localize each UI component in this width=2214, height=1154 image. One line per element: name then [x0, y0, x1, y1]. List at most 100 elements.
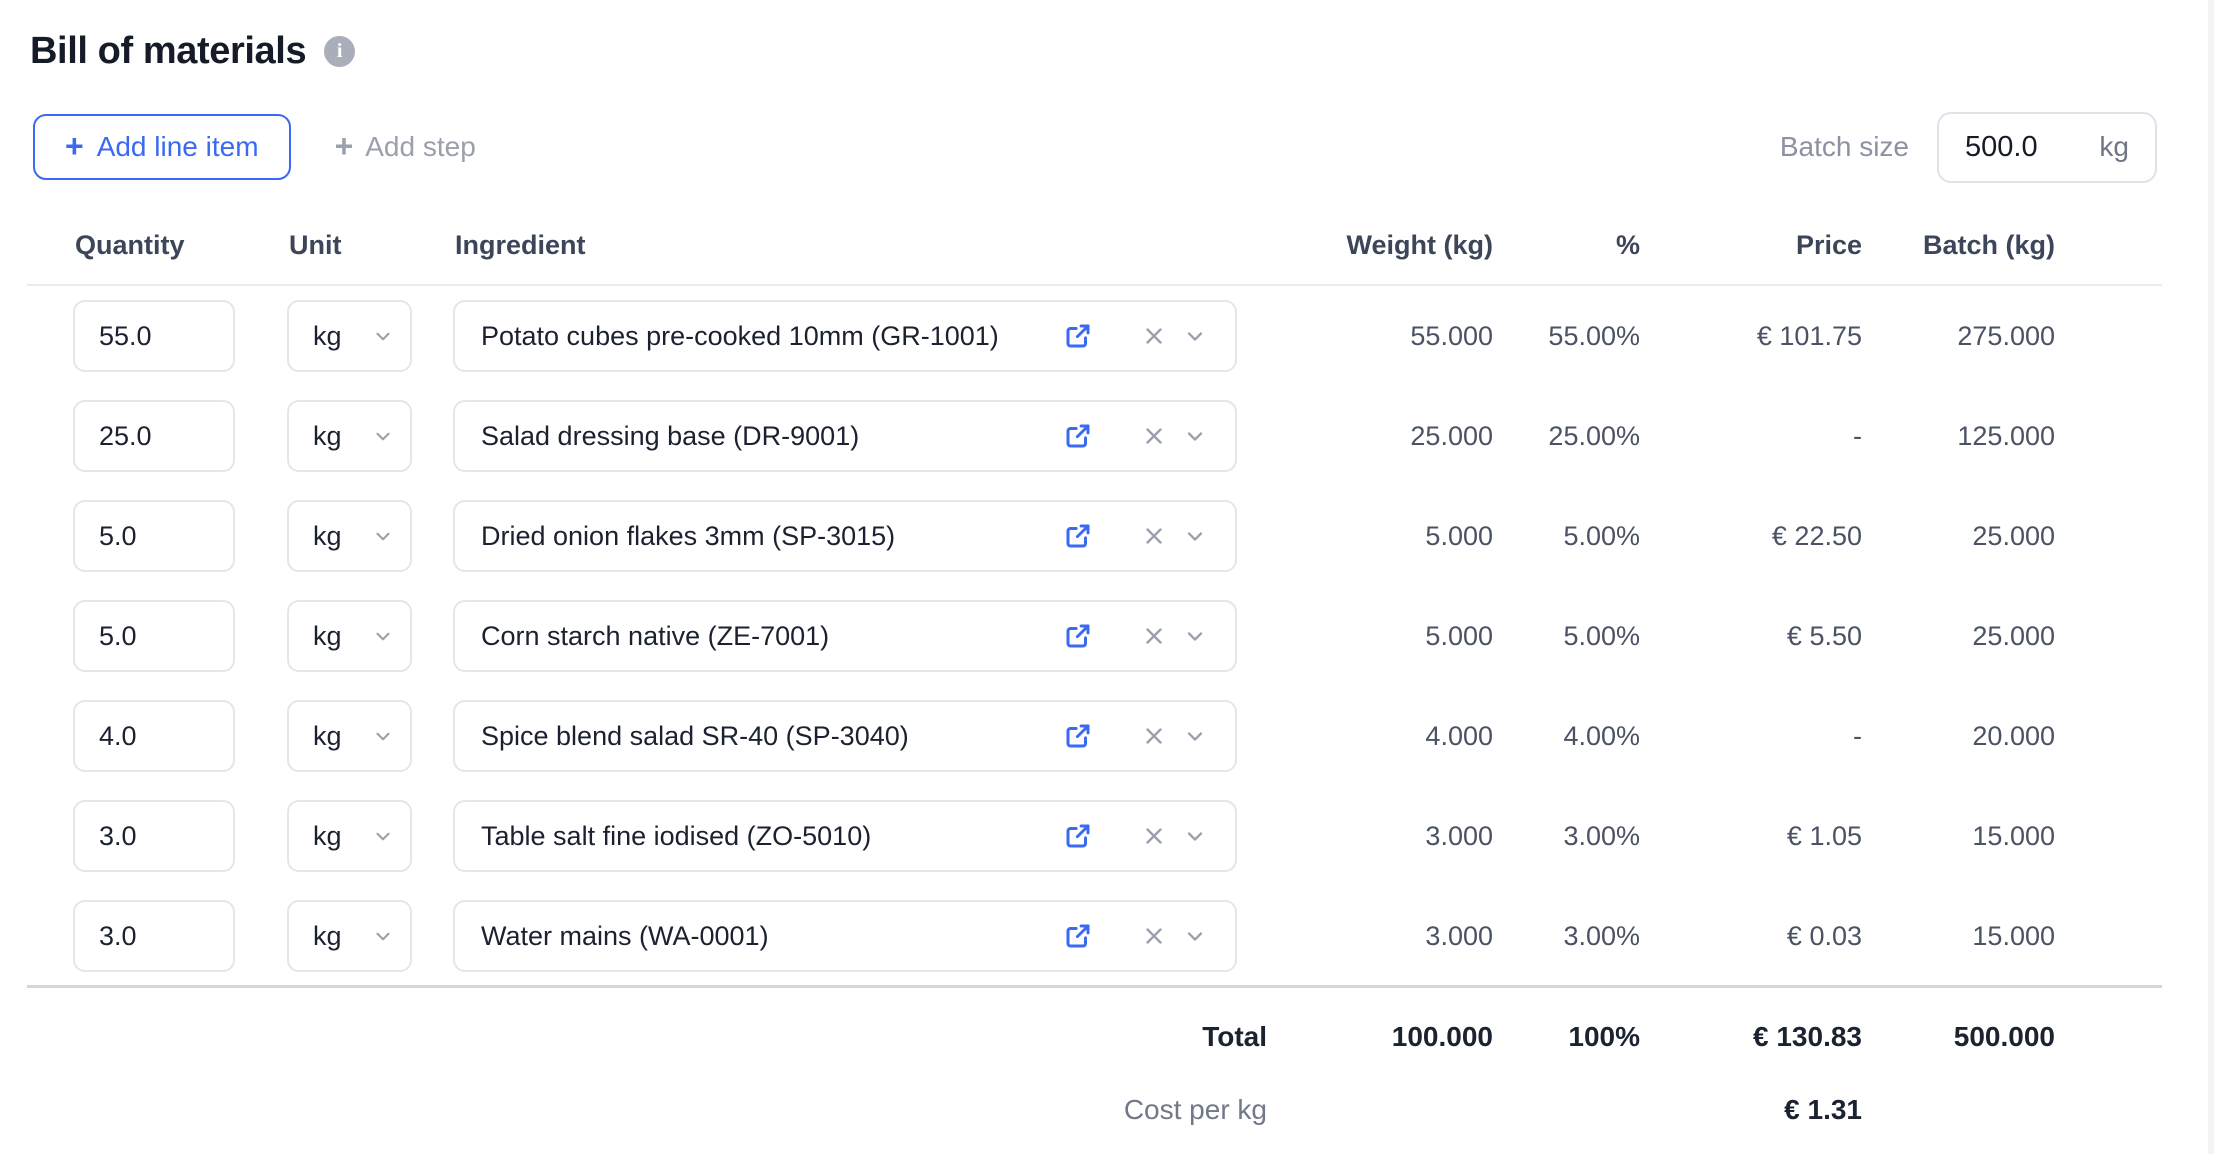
weight-value: 3.000: [1425, 920, 1493, 951]
column-header-ingredient: Ingredient: [455, 229, 586, 260]
chevron-down-icon[interactable]: [1183, 824, 1207, 848]
percent-value: 4.00%: [1563, 720, 1640, 751]
add-line-item-label: Add line item: [96, 131, 259, 162]
chevron-down-icon[interactable]: [1183, 424, 1207, 448]
clear-icon[interactable]: [1141, 723, 1167, 749]
price-value: € 5.50: [1786, 620, 1862, 651]
unit-select[interactable]: kg: [287, 700, 412, 772]
header-divider: [27, 284, 2162, 286]
chevron-down-icon[interactable]: [1183, 324, 1207, 348]
quantity-input[interactable]: [73, 300, 235, 372]
ingredient-select[interactable]: Dried onion flakes 3mm (SP-3015): [453, 500, 1237, 572]
unit-value: kg: [313, 720, 342, 751]
chevron-down-icon[interactable]: [1183, 924, 1207, 948]
ingredient-value: Salad dressing base (DR-9001): [481, 420, 860, 451]
quantity-input[interactable]: [73, 400, 235, 472]
clear-icon[interactable]: [1141, 923, 1167, 949]
table-row: kg Potato cubes pre-cooked 10mm (GR-1001…: [73, 300, 2055, 372]
chevron-down-icon[interactable]: [1183, 624, 1207, 648]
ingredient-select[interactable]: Potato cubes pre-cooked 10mm (GR-1001): [453, 300, 1237, 372]
chevron-down-icon: [372, 825, 394, 847]
batch-size-field: kg: [1937, 111, 2157, 183]
chevron-down-icon: [372, 425, 394, 447]
page-edge: [2208, 0, 2214, 1154]
percent-value: 55.00%: [1548, 320, 1640, 351]
plus-icon: +: [334, 128, 354, 164]
toolbar: + Add line item + Add step Batch size kg: [33, 111, 2157, 183]
unit-value: kg: [313, 620, 342, 651]
total-row: Total 100.000 100% € 130.83 500.000: [73, 1012, 2055, 1062]
quantity-input[interactable]: [73, 500, 235, 572]
clear-icon[interactable]: [1141, 323, 1167, 349]
table-row: kg Salad dressing base (DR-9001) 25.000 …: [73, 400, 2055, 472]
percent-value: 3.00%: [1563, 820, 1640, 851]
unit-select[interactable]: kg: [287, 600, 412, 672]
table-row: kg Spice blend salad SR-40 (SP-3040) 4.0…: [73, 700, 2055, 772]
quantity-input[interactable]: [73, 800, 235, 872]
add-line-item-button[interactable]: + Add line item: [33, 114, 291, 180]
chevron-down-icon[interactable]: [1183, 724, 1207, 748]
unit-value: kg: [313, 320, 342, 351]
clear-icon[interactable]: [1141, 423, 1167, 449]
external-link-icon[interactable]: [1063, 521, 1093, 551]
batch-value: 25.000: [1972, 620, 2055, 651]
unit-select[interactable]: kg: [287, 900, 412, 972]
batch-value: 25.000: [1972, 520, 2055, 551]
external-link-icon[interactable]: [1063, 921, 1093, 951]
table-row: kg Water mains (WA-0001) 3.000 3.00% € 0…: [73, 900, 2055, 972]
chevron-down-icon[interactable]: [1183, 524, 1207, 548]
price-value: -: [1853, 420, 1862, 451]
quantity-input[interactable]: [73, 900, 235, 972]
price-value: € 1.05: [1786, 820, 1862, 851]
info-icon[interactable]: i: [324, 36, 356, 67]
ingredient-select[interactable]: Water mains (WA-0001): [453, 900, 1237, 972]
chevron-down-icon: [372, 725, 394, 747]
clear-icon[interactable]: [1141, 823, 1167, 849]
batch-size-input[interactable]: [1939, 130, 2059, 164]
unit-value: kg: [313, 920, 342, 951]
unit-select[interactable]: kg: [287, 800, 412, 872]
ingredient-value: Corn starch native (ZE-7001): [481, 620, 830, 651]
ingredient-select[interactable]: Table salt fine iodised (ZO-5010): [453, 800, 1237, 872]
quantity-input[interactable]: [73, 600, 235, 672]
footer-divider: [27, 985, 2162, 988]
page-title: Bill of materials: [30, 30, 307, 72]
price-value: € 101.75: [1756, 320, 1862, 351]
ingredient-value: Table salt fine iodised (ZO-5010): [481, 820, 872, 851]
batch-value: 125.000: [1957, 420, 2055, 451]
clear-icon[interactable]: [1141, 623, 1167, 649]
table-header-row: Quantity Unit Ingredient Weight (kg) % P…: [73, 224, 2055, 266]
quantity-input[interactable]: [73, 700, 235, 772]
chevron-down-icon: [372, 525, 394, 547]
price-value: € 22.50: [1771, 520, 1862, 551]
total-price: € 130.83: [1753, 1021, 1862, 1052]
ingredient-select[interactable]: Spice blend salad SR-40 (SP-3040): [453, 700, 1237, 772]
external-link-icon[interactable]: [1063, 421, 1093, 451]
batch-value: 15.000: [1972, 820, 2055, 851]
cost-per-kg-value: € 1.31: [1784, 1094, 1862, 1125]
percent-value: 5.00%: [1563, 620, 1640, 651]
weight-value: 3.000: [1425, 820, 1493, 851]
external-link-icon[interactable]: [1063, 321, 1093, 351]
unit-value: kg: [313, 520, 342, 551]
ingredient-select[interactable]: Corn starch native (ZE-7001): [453, 600, 1237, 672]
total-percent: 100%: [1568, 1021, 1640, 1052]
ingredient-select[interactable]: Salad dressing base (DR-9001): [453, 400, 1237, 472]
external-link-icon[interactable]: [1063, 721, 1093, 751]
column-header-price: Price: [1795, 229, 1862, 260]
clear-icon[interactable]: [1141, 523, 1167, 549]
unit-select[interactable]: kg: [287, 400, 412, 472]
table-row: kg Dried onion flakes 3mm (SP-3015) 5.00…: [73, 500, 2055, 572]
weight-value: 5.000: [1425, 520, 1493, 551]
column-header-unit: Unit: [289, 229, 342, 260]
unit-value: kg: [313, 420, 342, 451]
column-header-quantity: Quantity: [75, 229, 185, 260]
external-link-icon[interactable]: [1063, 821, 1093, 851]
unit-select[interactable]: kg: [287, 500, 412, 572]
unit-select[interactable]: kg: [287, 300, 412, 372]
add-step-button[interactable]: + Add step: [334, 128, 476, 164]
external-link-icon[interactable]: [1063, 621, 1093, 651]
page-header: Bill of materials i: [30, 30, 356, 73]
chevron-down-icon: [372, 325, 394, 347]
price-value: € 0.03: [1786, 920, 1862, 951]
